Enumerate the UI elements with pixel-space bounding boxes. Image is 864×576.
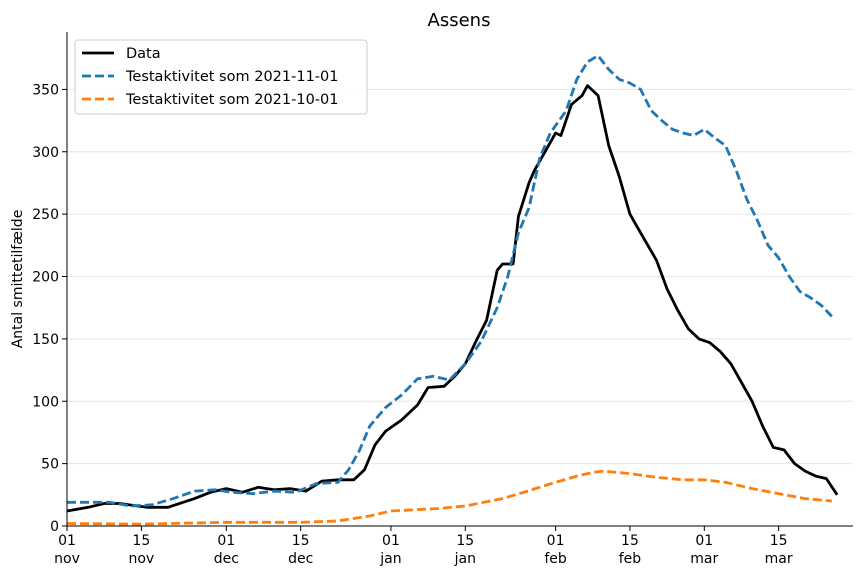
y-axis-label: Antal smittetilfælde [10, 210, 26, 349]
y-axis-ticks: 0 50 100 150 200 250 300 350 [32, 82, 67, 535]
x-tick-day: 15 [621, 533, 639, 549]
series-layer [66, 54, 839, 526]
x-tick-month: dec [288, 551, 313, 567]
x-tick-day: 15 [292, 533, 310, 549]
x-tick-day: 01 [217, 533, 235, 549]
legend: Data Testaktivitet som 2021-11-01 Testakti… [74, 39, 368, 115]
x-axis-ticks: 01 nov 15 nov 01 dec 15 dec 01 jan 15 jan 01 feb 15 feb… [54, 526, 793, 567]
legend-label: Testaktivitet som 2021-11-01 [125, 69, 339, 85]
x-tick-day: 15 [456, 533, 474, 549]
x-tick-month: jan [379, 551, 401, 567]
y-tick-label: 250 [32, 207, 59, 223]
x-tick-day: 15 [132, 533, 150, 549]
chart-title: Assens [428, 10, 491, 31]
gridlines [67, 88, 853, 465]
x-tick-day: 01 [695, 533, 713, 549]
x-tick-month: feb [544, 551, 567, 567]
y-tick-label: 200 [32, 270, 59, 286]
y-tick-label: 100 [32, 394, 59, 410]
series-line-0 [66, 84, 839, 513]
legend-frame [74, 39, 368, 115]
series-line-1 [67, 54, 833, 508]
x-tick-month: mar [765, 551, 793, 567]
x-tick-month: jan [454, 551, 476, 567]
legend-label: Testaktivitet som 2021-10-01 [125, 92, 339, 108]
y-tick-label: 0 [50, 519, 59, 535]
x-tick-day: 15 [770, 533, 788, 549]
y-tick-label: 50 [41, 457, 59, 473]
y-tick-label: 150 [32, 332, 59, 348]
x-tick-month: mar [690, 551, 718, 567]
x-tick-month: dec [214, 551, 239, 567]
y-tick-label: 350 [32, 82, 59, 98]
series-line-2 [66, 469, 832, 526]
y-tick-label: 300 [32, 145, 59, 161]
x-tick-day: 01 [547, 533, 565, 549]
x-tick-month: nov [54, 551, 80, 567]
x-tick-day: 01 [382, 533, 400, 549]
x-tick-month: nov [128, 551, 154, 567]
legend-label: Data [126, 46, 161, 62]
x-tick-month: feb [619, 551, 642, 567]
x-tick-day: 01 [58, 533, 76, 549]
